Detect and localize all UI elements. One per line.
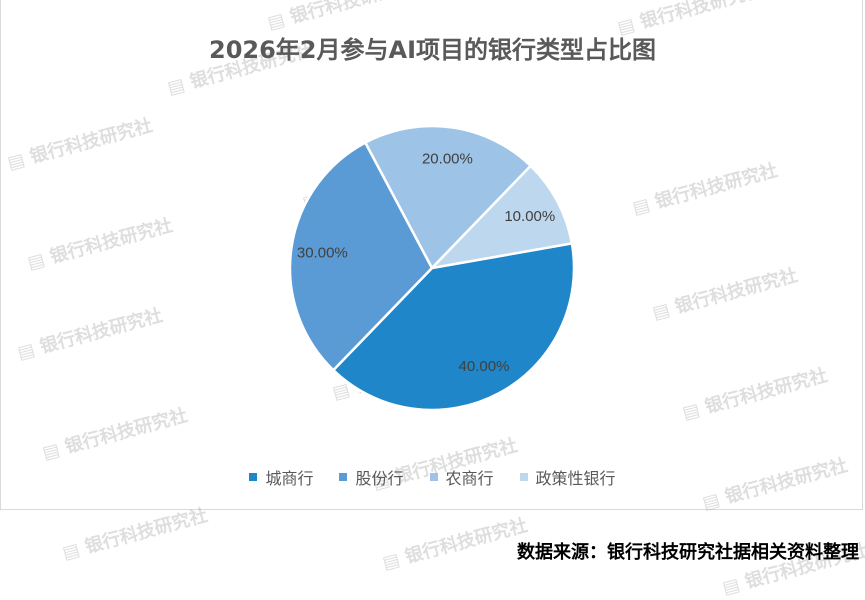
legend-item: 农商行 <box>429 465 494 489</box>
source-note: 数据来源：银行科技研究社据相关资料整理 <box>517 542 859 563</box>
data-label: 30.00% <box>297 245 348 262</box>
pie-slice-政策性银行 <box>428 164 574 270</box>
legend-label: 股份行 <box>355 469 404 488</box>
data-label: 40.00% <box>459 358 510 375</box>
legend-item: 政策性银行 <box>519 465 616 489</box>
legend-item: 城商行 <box>249 465 313 489</box>
legend: 城商行 股份行 农商行 政策性银行 <box>0 465 865 489</box>
pie-chart: 40.00% 30.00% 20.00% 10.00% <box>288 124 576 412</box>
pie-slice-农商行 <box>363 124 533 271</box>
legend-label: 农商行 <box>445 469 494 488</box>
chart-area <box>0 0 863 510</box>
data-label: 20.00% <box>422 150 473 167</box>
legend-swatch <box>249 473 258 481</box>
legend-swatch <box>519 473 528 481</box>
pie-slice-股份行 <box>288 140 434 372</box>
pie-slice-城商行 <box>331 241 576 412</box>
legend-label: 政策性银行 <box>535 469 616 488</box>
legend-swatch <box>429 473 438 481</box>
legend-swatch <box>339 473 348 481</box>
legend-label: 城商行 <box>265 469 314 488</box>
data-label: 10.00% <box>504 208 555 225</box>
legend-item: 股份行 <box>339 465 404 489</box>
chart-title: 2026年2月参与AI项目的银行类型占比图 <box>209 36 656 64</box>
